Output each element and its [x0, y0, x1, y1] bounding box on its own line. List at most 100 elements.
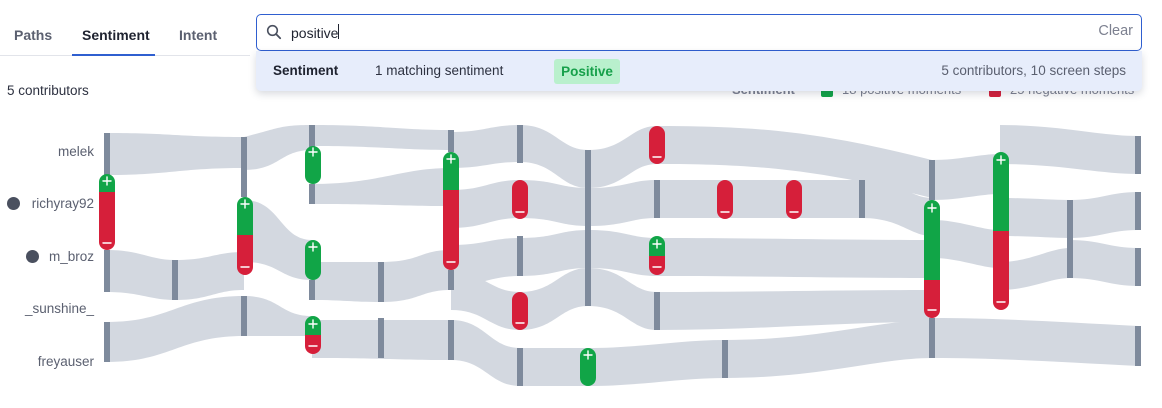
step-bar: [654, 292, 660, 330]
flow-band: [932, 220, 1000, 268]
contributor-label: freyauser: [37, 354, 94, 369]
step-bar: [1067, 200, 1073, 278]
plus-icon: [308, 319, 318, 329]
sentiment-pill[interactable]: [237, 197, 253, 275]
plus-icon: [240, 199, 250, 209]
sentiment-glyphs: [102, 147, 1006, 360]
flow-band: [725, 320, 932, 378]
step-bar: [929, 160, 935, 200]
flow-band: [244, 200, 312, 280]
sentiment-markers: [99, 126, 1009, 386]
tab-intent[interactable]: Intent: [179, 27, 218, 43]
sentiment-pill[interactable]: [443, 152, 459, 270]
step-bar: [309, 125, 315, 147]
sentiment-pill[interactable]: [786, 180, 802, 219]
flow-band: [588, 340, 725, 386]
flow-band: [520, 348, 588, 386]
step-bars: [104, 125, 1141, 386]
search-input[interactable]: [291, 21, 1051, 45]
flow-band: [520, 230, 588, 276]
sentiment-pill[interactable]: [580, 348, 596, 386]
step-bar: [1135, 248, 1141, 286]
step-bar: [448, 130, 454, 152]
tab-sentiment[interactable]: Sentiment: [82, 27, 150, 43]
flow-band: [451, 320, 520, 386]
contributor-marker: [26, 250, 39, 263]
flow-band: [312, 168, 451, 206]
flow-band: [451, 180, 520, 228]
clear-button[interactable]: Clear: [1098, 23, 1133, 39]
result-category: Sentiment: [273, 63, 339, 78]
sentiment-pill[interactable]: [305, 240, 321, 280]
flow-band: [244, 125, 312, 170]
plus-icon: [583, 350, 593, 360]
contributor-label: richyray92: [31, 196, 94, 211]
search-field[interactable]: Clear: [256, 14, 1142, 51]
step-bar: [1135, 326, 1141, 366]
step-bar: [1135, 136, 1141, 174]
flow-band: [657, 290, 932, 330]
plus-icon: [996, 155, 1006, 165]
flow-band: [107, 296, 244, 362]
step-bar: [722, 340, 728, 378]
flow-band: [657, 238, 932, 278]
sentiment-pill[interactable]: [512, 292, 528, 330]
step-bar: [309, 280, 315, 300]
sentiment-pill[interactable]: [305, 146, 321, 184]
flow-band: [1000, 198, 1070, 238]
sentiment-pill[interactable]: [512, 180, 528, 219]
plus-icon: [308, 147, 318, 157]
contributor-label: _sunshine_: [24, 301, 94, 316]
search-icon: [266, 24, 282, 40]
step-bar: [448, 270, 454, 290]
flow-band: [588, 230, 657, 276]
sentiment-pill[interactable]: [717, 180, 733, 219]
flow-band: [451, 125, 520, 168]
flow-band: [451, 238, 520, 285]
step-bar: [585, 150, 591, 306]
step-bar: [378, 318, 384, 358]
step-bar: [859, 180, 865, 218]
sentiment-pill[interactable]: [924, 200, 940, 318]
flow-band: [932, 154, 1000, 200]
flow-band: [588, 180, 657, 226]
contributor-label: m_broz: [48, 249, 94, 264]
flow-band: [932, 318, 1138, 366]
plus-icon: [102, 176, 112, 186]
step-bar: [517, 348, 523, 386]
flow-band: [312, 262, 381, 302]
step-bar: [517, 125, 523, 163]
step-bar: [241, 296, 247, 336]
plus-icon: [652, 239, 662, 249]
step-bar: [104, 250, 110, 292]
flow-band: [657, 180, 862, 218]
flow-band: [1000, 125, 1138, 174]
flow-band: [520, 125, 588, 188]
flow-band: [175, 252, 244, 300]
positive-sentiment-option[interactable]: Positive: [554, 59, 620, 84]
flow-band: [1070, 192, 1138, 238]
step-bar: [309, 184, 315, 204]
step-bar: [448, 320, 454, 360]
flow-bands: [107, 125, 1138, 386]
flow-band: [862, 180, 932, 236]
plus-icon: [927, 203, 937, 213]
flow-band: [588, 268, 657, 330]
step-bar: [517, 236, 523, 276]
sentiment-pill[interactable]: [993, 152, 1009, 310]
flow-band: [244, 296, 312, 336]
text-caret: [338, 24, 339, 39]
step-bar: [378, 262, 384, 302]
sentiment-pill[interactable]: [649, 126, 665, 164]
flow-band: [312, 125, 451, 150]
flow-band: [107, 133, 244, 175]
step-bar: [929, 318, 935, 358]
step-bar: [104, 133, 110, 176]
flow-band: [520, 268, 588, 330]
sentiment-pill[interactable]: [99, 174, 115, 250]
step-bar: [241, 137, 247, 197]
contributor-marker: [7, 197, 20, 210]
result-match-count: 1 matching sentiment: [375, 63, 504, 78]
tab-paths[interactable]: Paths: [14, 27, 53, 43]
